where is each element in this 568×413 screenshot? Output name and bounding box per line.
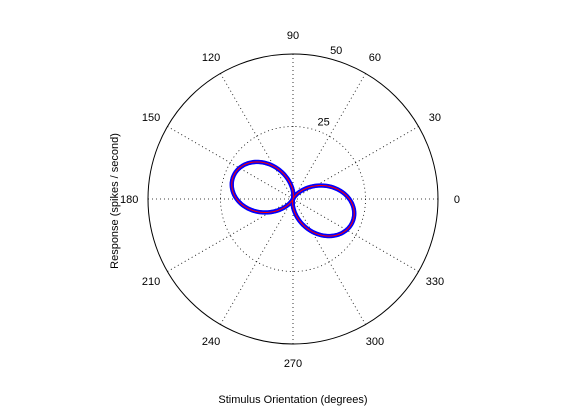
spoke-330: [292, 198, 419, 272]
spoke-120: [220, 73, 294, 200]
polar-grid: [147, 53, 439, 345]
radial-tick-label-25: 25: [317, 117, 329, 129]
radial-tick-label-50: 50: [330, 45, 342, 57]
angle-tick-label-330: 330: [426, 276, 444, 288]
y-axis-label: Response (spikes / second): [109, 133, 121, 269]
angle-tick-label-270: 270: [284, 358, 302, 370]
series-1-line: [231, 161, 355, 237]
spoke-60: [292, 73, 366, 200]
spoke-150: [167, 126, 294, 200]
angle-tick-label-120: 120: [202, 52, 220, 64]
angle-tick-label-0: 0: [454, 194, 460, 206]
angle-tick-label-300: 300: [366, 336, 384, 348]
angle-tick-label-30: 30: [429, 112, 441, 124]
angle-tick-label-180: 180: [120, 194, 138, 206]
angle-tick-label-90: 90: [287, 30, 299, 42]
spoke-300: [292, 198, 366, 325]
spoke-240: [220, 198, 294, 325]
angle-tick-label-150: 150: [142, 112, 160, 124]
x-axis-label: Stimulus Orientation (degrees): [218, 394, 367, 406]
series-layer: [229, 159, 357, 239]
angle-tick-label-240: 240: [202, 336, 220, 348]
tick-labels: 0 30 60 90 120 150 180 210 240 270 300 330 25 50: [120, 30, 460, 370]
grid-circle-25: [220, 126, 366, 272]
angle-tick-label-60: 60: [369, 52, 381, 64]
angle-tick-label-210: 210: [142, 276, 160, 288]
outer-circle: [147, 53, 439, 345]
